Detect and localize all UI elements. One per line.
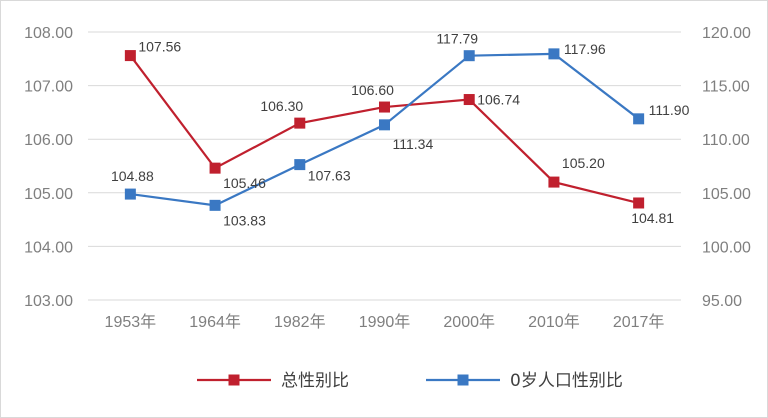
left-axis-tick-label: 107.00: [24, 79, 73, 96]
gridlines: [88, 31, 681, 301]
right-axis-ticks: 95.00 100.00 105.00 110.00 115.00 120.00: [702, 25, 751, 310]
data-point-marker: [294, 117, 306, 129]
left-axis-tick-label: 103.00: [24, 293, 73, 310]
legend-swatch-marker: [457, 374, 469, 386]
data-point-marker: [463, 50, 475, 62]
legend-entry-label: 总性别比: [281, 371, 349, 391]
data-point-marker: [548, 48, 560, 60]
data-label: 104.81: [631, 210, 674, 226]
data-point-marker: [548, 176, 560, 188]
data-point-marker: [209, 199, 221, 211]
x-axis-ticks: 1953年 1964年 1982年 1990年 2000年 2010年 2017年: [105, 313, 665, 331]
data-label: 106.30: [260, 98, 303, 114]
x-axis-tick-label: 1982年: [274, 313, 326, 331]
right-axis-tick-label: 105.00: [702, 186, 751, 203]
right-axis-tick-label: 115.00: [702, 79, 750, 96]
series-layer: [124, 48, 645, 211]
data-label: 111.34: [393, 136, 434, 152]
legend-entry-label: 0岁人口性别比: [510, 371, 623, 391]
data-labels: 107.56 105.46 106.30 106.60 106.74 105.20 104.…: [111, 31, 690, 229]
data-point-marker: [633, 197, 645, 209]
x-axis-tick-label: 2010年: [528, 313, 580, 331]
data-label: 106.60: [351, 82, 394, 98]
data-point-marker: [294, 159, 306, 171]
data-point-marker: [379, 101, 390, 113]
data-point-marker: [633, 113, 645, 125]
x-axis-tick-label: 1953年: [105, 313, 157, 331]
left-axis-ticks: 103.00 104.00 105.00 106.00 107.00 108.00: [24, 25, 73, 310]
right-axis-tick-label: 120.00: [702, 25, 751, 42]
x-axis-tick-label: 1964年: [189, 313, 241, 331]
data-point-marker: [379, 119, 390, 131]
x-axis-tick-label: 1990年: [359, 313, 411, 331]
right-axis-tick-label: 110.00: [702, 132, 750, 149]
legend: 总性别比 0岁人口性别比: [197, 371, 623, 391]
data-label: 111.90: [649, 102, 690, 118]
data-label: 103.83: [223, 212, 266, 228]
data-label: 117.79: [436, 31, 478, 47]
data-label: 104.88: [111, 168, 154, 184]
data-point-marker: [463, 94, 475, 106]
data-label: 106.74: [477, 92, 520, 108]
left-axis-tick-label: 108.00: [24, 25, 73, 42]
right-axis-tick-label: 100.00: [702, 239, 751, 256]
left-axis-tick-label: 106.00: [24, 132, 73, 149]
x-axis-tick-label: 2000年: [443, 313, 495, 331]
right-axis-tick-label: 95.00: [702, 293, 742, 310]
x-axis-tick-label: 2017年: [613, 313, 665, 331]
left-axis-tick-label: 104.00: [24, 239, 73, 256]
data-label: 107.63: [308, 168, 351, 184]
data-point-marker: [124, 50, 136, 62]
data-point-marker: [124, 188, 136, 200]
data-label: 117.96: [564, 41, 606, 57]
data-point-marker: [209, 162, 221, 174]
data-label: 105.46: [223, 175, 266, 191]
legend-swatch-marker: [228, 374, 240, 386]
data-label: 105.20: [562, 155, 605, 171]
left-axis-tick-label: 105.00: [24, 186, 73, 203]
data-label: 107.56: [138, 39, 181, 55]
